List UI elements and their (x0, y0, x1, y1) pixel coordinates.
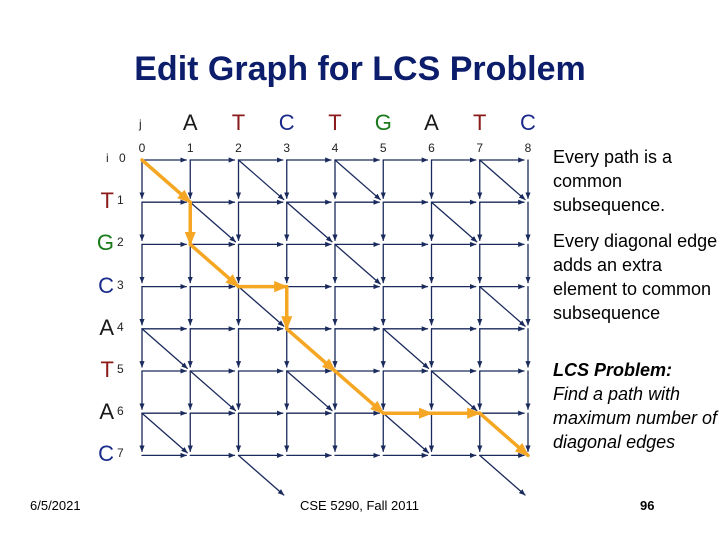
note-diagonal-edge: Every diagonal edge adds an extra elemen… (553, 231, 718, 323)
row-letter: C (98, 441, 114, 467)
column-index: 8 (524, 141, 532, 155)
row-index: 6 (117, 404, 124, 419)
column-letter: T (328, 110, 342, 135)
column-index: 4 (331, 141, 339, 155)
column-letter: C (278, 110, 295, 135)
column-index: 1 (186, 141, 194, 155)
column-letter: T (231, 110, 246, 135)
lcs-path-segment (188, 242, 241, 289)
row-index: 0 (119, 151, 126, 165)
row-letter: A (99, 314, 114, 340)
diagonal-edge (479, 285, 526, 327)
column-letter: C (520, 110, 536, 135)
column-index: 0 (138, 141, 146, 155)
row-letter: T (100, 357, 114, 382)
lcs-problem-heading: LCS Problem: (553, 360, 673, 380)
diagonal-edge (286, 370, 333, 412)
row-index: 5 (117, 362, 124, 376)
note-path-common-subsequence: Every path is a common subsequence. (553, 147, 673, 215)
column-letter: G (374, 110, 392, 135)
column-index: 5 (379, 141, 387, 155)
diagonal-edge (334, 243, 381, 285)
footer-page-number: 96 (640, 498, 655, 513)
row-index: 7 (117, 446, 124, 461)
column-letter: T (473, 110, 487, 135)
lcs-path-segment (140, 158, 192, 204)
i-axis-label: i (106, 151, 109, 165)
lcs-path-segment (333, 369, 385, 415)
row-letter: C (98, 272, 114, 298)
row-letter: T (100, 188, 114, 214)
diagonal-edge (479, 454, 526, 496)
lcs-path-segment (285, 327, 337, 373)
diagonal-edge (141, 412, 188, 454)
row-index: 2 (117, 235, 124, 250)
lcs-path-segment (478, 411, 530, 458)
diagonal-edge (334, 159, 381, 201)
column-letter: A (182, 110, 198, 135)
diagonal-edge (286, 201, 333, 243)
column-index: 2 (235, 141, 242, 155)
note-lcs-problem: LCS Problem: Find a path with maximum nu… (553, 358, 718, 454)
row-letter: G (96, 230, 114, 256)
column-letter: A (424, 110, 439, 135)
column-index: 6 (428, 141, 435, 155)
column-index: 3 (283, 141, 291, 155)
diagonal-edge (382, 412, 430, 454)
diagonal-edge (430, 201, 478, 243)
diagonal-edge (382, 328, 430, 370)
j-axis-label: j (139, 117, 142, 131)
row-letter: A (99, 399, 114, 425)
column-index: 7 (476, 141, 484, 155)
diagonal-edge (189, 370, 237, 412)
footer-course: CSE 5290, Fall 2011 (300, 498, 419, 513)
diagonal-edge (237, 159, 285, 201)
diagonal-edge (237, 454, 285, 496)
diagonal-edge (237, 285, 285, 327)
lcs-problem-body: Find a path with maximum number of diago… (553, 384, 718, 452)
row-index: 3 (117, 277, 124, 292)
row-index: 1 (117, 193, 124, 208)
slide-title: Edit Graph for LCS Problem (134, 50, 586, 88)
diagonal-edge (479, 159, 526, 201)
diagonal-edge (430, 370, 478, 412)
footer-date: 6/5/2021 (30, 498, 81, 513)
diagonal-edge (189, 201, 237, 243)
diagonal-edge (141, 328, 188, 370)
row-index: 4 (117, 319, 124, 334)
